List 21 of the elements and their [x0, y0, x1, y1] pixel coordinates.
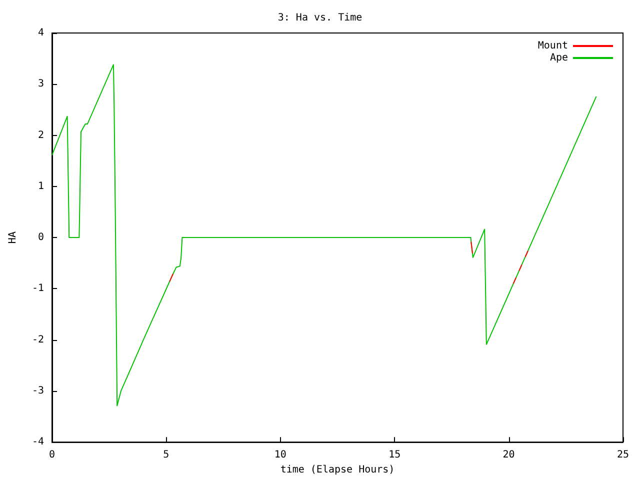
- y-tick-label: -2: [32, 334, 44, 346]
- y-axis-title: HA: [8, 232, 18, 244]
- x-tick-label: 25: [616, 450, 630, 461]
- y-tick-label: -4: [32, 436, 44, 448]
- line-series: [52, 64, 597, 406]
- y-tick-label: -1: [32, 283, 44, 294]
- x-tick-label: 0: [48, 450, 56, 461]
- x-tick-label: 5: [163, 450, 170, 461]
- y-tick-label: 4: [38, 28, 44, 38]
- y-tick-label: 0: [38, 232, 44, 244]
- y-tick-label: 1: [38, 180, 44, 192]
- legend-label: Ape: [550, 52, 568, 64]
- chart-title: 3: Ha vs. Time: [278, 12, 362, 24]
- x-axis-title: time (Elapse Hours): [280, 464, 395, 476]
- y-tick-label: -3: [32, 385, 44, 396]
- x-tick-label: 10: [274, 450, 286, 461]
- y-tick-label: 3: [38, 78, 44, 90]
- legend-label: Mount: [538, 40, 568, 52]
- x-tick-label: 20: [502, 450, 515, 461]
- x-tick-label: 15: [388, 450, 401, 461]
- y-tick-label: 2: [38, 130, 44, 141]
